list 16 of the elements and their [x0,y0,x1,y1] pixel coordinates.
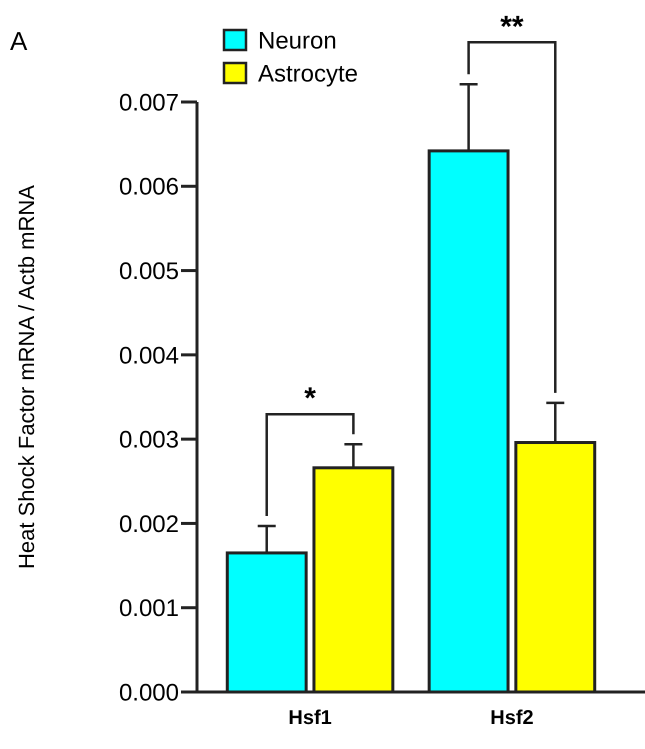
y-tick-label: 0.005 [118,258,179,285]
legend-label: Astrocyte [258,60,358,88]
annotation: * [304,382,316,416]
y-axis-title: Heat Shock Factor mRNA / Actb mRNA [14,184,39,569]
y-tick-label: 0.002 [118,510,179,538]
legend-label: Neuron [258,27,337,54]
y-tick-label: 0.004 [118,342,179,370]
text: ** [500,10,524,44]
text: A [10,26,28,56]
x-tick-label: Hsf1 [288,707,332,729]
y-tick-label: 0.003 [118,426,179,454]
y-tick-label: 0.000 [118,679,179,706]
x-tick-label: Hsf2 [490,707,534,729]
y-tick-label: 0.001 [118,595,179,622]
y-tick-label: 0.007 [118,89,179,116]
y-tick-label: 0.006 [118,174,179,201]
